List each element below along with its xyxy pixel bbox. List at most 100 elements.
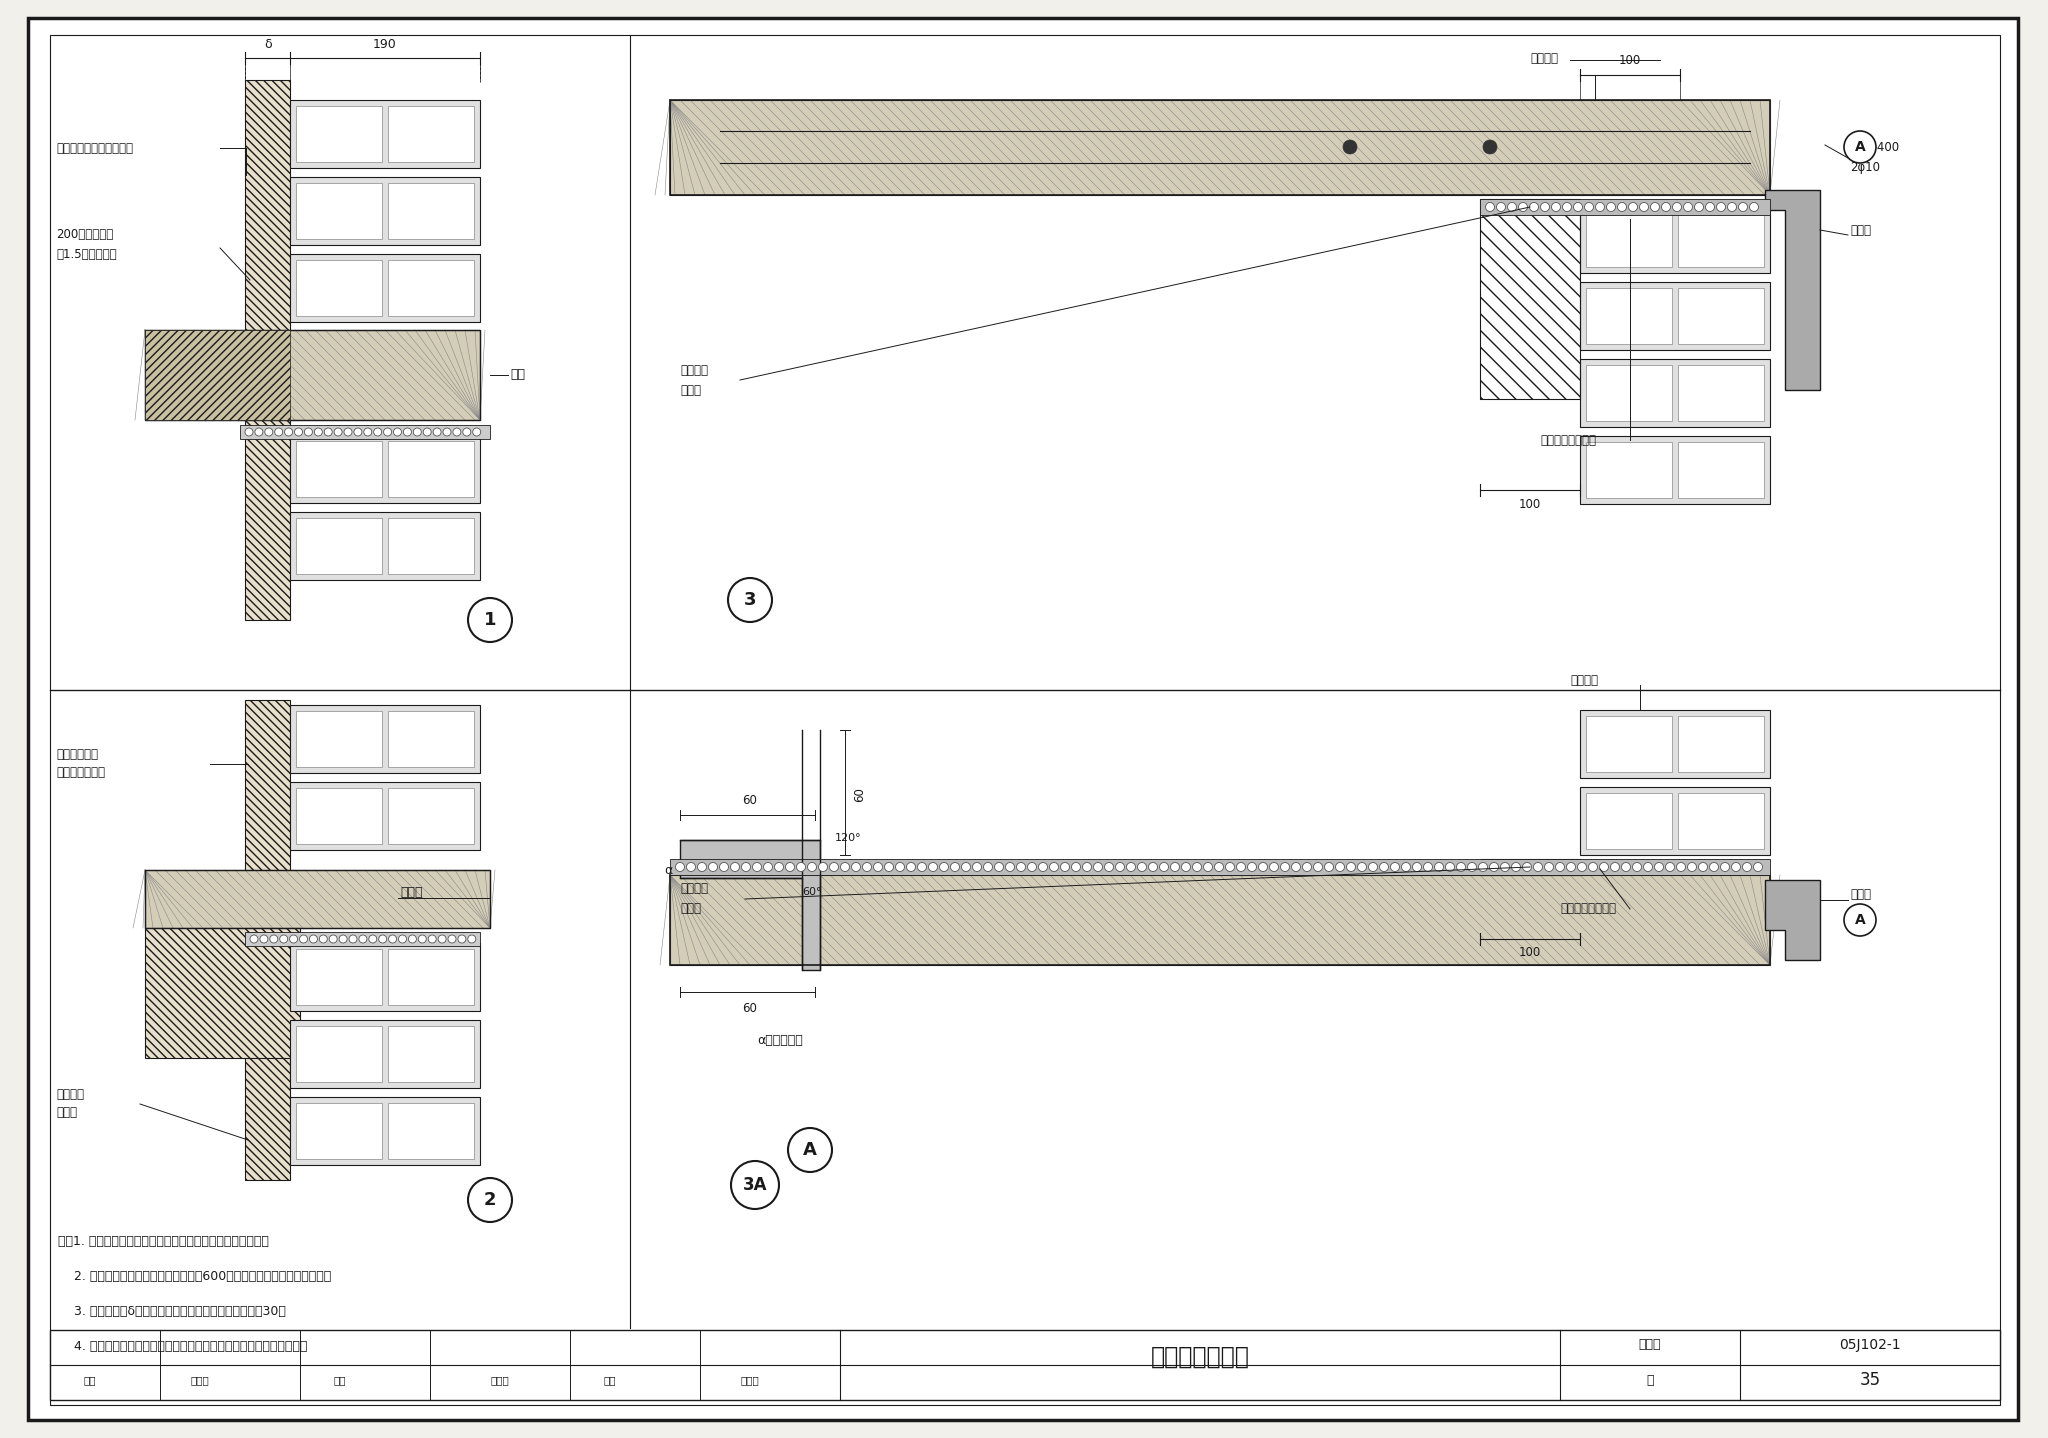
Circle shape (1642, 863, 1653, 871)
Circle shape (354, 429, 362, 436)
Bar (387, 1103, 473, 1159)
Circle shape (940, 863, 948, 871)
Circle shape (295, 429, 303, 436)
Circle shape (1483, 139, 1497, 154)
Circle shape (1640, 203, 1649, 211)
Bar (1677, 441, 1763, 498)
Circle shape (1325, 863, 1333, 871)
Circle shape (449, 935, 457, 943)
Circle shape (1673, 203, 1681, 211)
Circle shape (727, 578, 772, 623)
Text: 2. 凸窗挑板尺寸至墙面内側不应大于600，保温类型和材料按工程设计。: 2. 凸窗挑板尺寸至墙面内側不应大于600，保温类型和材料按工程设计。 (57, 1270, 332, 1283)
Circle shape (432, 429, 440, 436)
Bar (291, 101, 479, 168)
Circle shape (1423, 863, 1432, 871)
Bar (297, 1103, 383, 1159)
Circle shape (1511, 863, 1520, 871)
Circle shape (403, 429, 412, 436)
Circle shape (319, 935, 328, 943)
Circle shape (1468, 863, 1477, 871)
Circle shape (424, 429, 432, 436)
Circle shape (1661, 203, 1671, 211)
Circle shape (1071, 863, 1081, 871)
Circle shape (1651, 203, 1659, 211)
Circle shape (324, 429, 332, 436)
Circle shape (1743, 863, 1751, 871)
Text: 1: 1 (483, 611, 496, 628)
Circle shape (379, 935, 387, 943)
Circle shape (1683, 203, 1692, 211)
Bar (240, 426, 489, 439)
Circle shape (469, 598, 512, 641)
Bar (670, 874, 1769, 965)
Circle shape (829, 863, 838, 871)
Circle shape (950, 863, 961, 871)
Text: 2: 2 (483, 1191, 496, 1209)
Text: 网格布: 网格布 (55, 1106, 78, 1120)
Text: 3. 保温层厚度δ应按本地区建筑节能要求确定且不小于30。: 3. 保温层厚度δ应按本地区建筑节能要求确定且不小于30。 (57, 1306, 287, 1319)
Circle shape (389, 935, 397, 943)
Circle shape (1401, 863, 1411, 871)
Circle shape (358, 935, 367, 943)
Circle shape (1280, 863, 1290, 871)
Polygon shape (1765, 190, 1821, 390)
Circle shape (463, 429, 471, 436)
Circle shape (1335, 863, 1343, 871)
Circle shape (305, 429, 313, 436)
Text: δ: δ (264, 37, 272, 50)
Circle shape (250, 935, 258, 943)
Circle shape (1501, 863, 1509, 871)
Text: 保温隔热材料按工程设计: 保温隔热材料按工程设计 (55, 141, 133, 154)
Text: 120°: 120° (836, 833, 862, 843)
Text: 60: 60 (743, 795, 758, 808)
Circle shape (719, 863, 729, 871)
Bar (291, 943, 479, 1011)
Circle shape (1049, 863, 1059, 871)
Text: 100: 100 (1520, 946, 1542, 959)
Text: A: A (1855, 139, 1866, 154)
Circle shape (1556, 863, 1565, 871)
Circle shape (752, 863, 762, 871)
Text: α按工程设计: α按工程设计 (758, 1034, 803, 1047)
Bar (1585, 365, 1671, 421)
Bar (1481, 858, 1579, 874)
Circle shape (1028, 863, 1036, 871)
Bar (1677, 288, 1763, 344)
Circle shape (344, 429, 352, 436)
Text: 网格布: 网格布 (680, 384, 700, 397)
Circle shape (1479, 863, 1487, 871)
Bar (145, 870, 489, 928)
Circle shape (918, 863, 926, 871)
Circle shape (961, 863, 971, 871)
Bar (670, 101, 1769, 196)
Circle shape (1358, 863, 1366, 871)
Circle shape (819, 863, 827, 871)
Circle shape (786, 863, 795, 871)
Bar (1579, 360, 1769, 427)
Circle shape (1540, 203, 1550, 211)
Circle shape (1628, 203, 1638, 211)
Bar (297, 106, 383, 162)
Circle shape (1292, 863, 1300, 871)
Circle shape (1716, 203, 1726, 211)
Circle shape (1489, 863, 1499, 871)
Circle shape (764, 863, 772, 871)
Circle shape (995, 863, 1004, 871)
Circle shape (442, 429, 451, 436)
Bar (1579, 710, 1769, 778)
Text: 注：1. 本图是以聚苯板或挤塑聚苯板为凸窗保温隔热层示例。: 注：1. 本图是以聚苯板或挤塑聚苯板为凸窗保温隔热层示例。 (57, 1235, 268, 1248)
Circle shape (399, 935, 406, 943)
Text: 密封膏: 密封膏 (1849, 889, 1872, 902)
Polygon shape (680, 840, 819, 971)
Circle shape (1434, 863, 1444, 871)
Circle shape (1159, 863, 1169, 871)
Circle shape (1688, 863, 1696, 871)
Bar (387, 518, 473, 574)
Text: 3: 3 (743, 591, 756, 610)
Bar (1579, 282, 1769, 349)
Circle shape (340, 935, 346, 943)
Bar (670, 858, 1769, 874)
Bar (291, 436, 479, 503)
Bar (297, 949, 383, 1005)
Circle shape (473, 429, 481, 436)
